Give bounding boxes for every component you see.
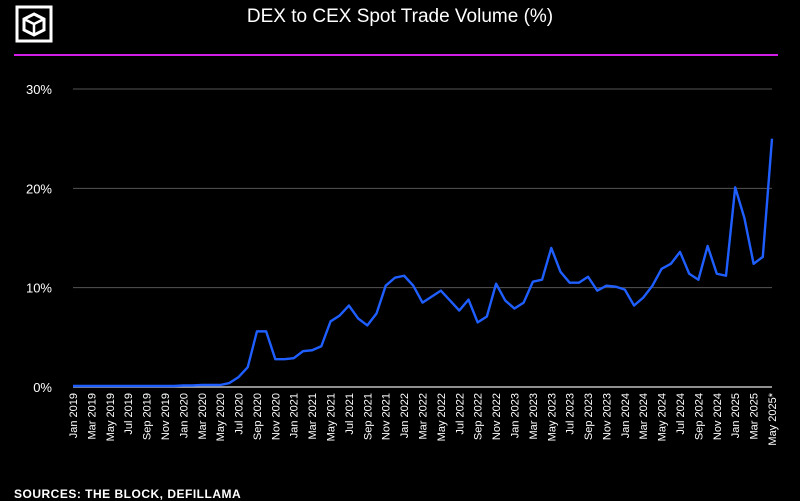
x-tick-label: Nov 2023 xyxy=(601,393,613,440)
x-tick-label: May 2021 xyxy=(326,393,338,441)
x-tick-label: Jan 2023 xyxy=(509,393,521,438)
x-tick-label: Jul 2020 xyxy=(234,393,246,435)
x-tick-label: Mar 2019 xyxy=(86,393,98,439)
line-chart: 0% 10% 20% 30% Jan 2019 Mar 2019 May 2019 Jul 2… xyxy=(26,82,779,446)
y-tick-label: 10% xyxy=(26,281,52,296)
x-tick-label: May 2023 xyxy=(546,393,558,441)
x-tick-label: Jan 2025 xyxy=(730,393,742,438)
x-tick-label: Nov 2020 xyxy=(270,393,282,440)
x-tick-label: Sep 2020 xyxy=(252,393,264,440)
x-tick-label: Mar 2023 xyxy=(528,393,540,439)
x-tick-label: May 2020 xyxy=(215,393,227,441)
x-tick-label: Jan 2019 xyxy=(68,393,80,438)
y-tick-label: 20% xyxy=(26,181,52,196)
x-tick-label: Nov 2024 xyxy=(712,393,724,440)
chart-title: DEX to CEX Spot Trade Volume (%) xyxy=(246,6,554,27)
y-tick-label: 0% xyxy=(33,380,52,395)
x-tick-label: May 2025* xyxy=(767,392,779,445)
x-tick-label: Mar 2020 xyxy=(197,393,209,439)
x-tick-label: Jul 2024 xyxy=(675,393,687,435)
sources-note: SOURCES: THE BLOCK, DEFILLAMA xyxy=(14,487,242,501)
x-tick-label: Sep 2019 xyxy=(142,393,154,440)
x-tick-label: Mar 2021 xyxy=(307,393,319,439)
x-tick-label: Jul 2021 xyxy=(344,393,356,435)
x-tick-label: Sep 2024 xyxy=(693,393,705,440)
x-tick-label: May 2019 xyxy=(105,393,117,441)
x-tick-label: Mar 2022 xyxy=(418,393,430,439)
x-tick-label: Nov 2022 xyxy=(491,393,503,440)
x-tick-label: Nov 2019 xyxy=(160,393,172,440)
x-tick-label: Sep 2021 xyxy=(362,393,374,440)
x-tick-label: Jan 2022 xyxy=(399,393,411,438)
x-tick-label: Jan 2020 xyxy=(178,393,190,438)
x-tick-label: Jul 2023 xyxy=(565,393,577,435)
x-tick-label: Jan 2024 xyxy=(620,393,632,438)
x-tick-label: Sep 2022 xyxy=(473,393,485,440)
x-tick-label: Jan 2021 xyxy=(289,393,301,438)
title-divider xyxy=(14,54,778,56)
y-tick-label: 30% xyxy=(26,82,52,97)
x-tick-label: Jul 2019 xyxy=(123,393,135,435)
series-line-0 xyxy=(73,138,774,388)
x-tick-label: Mar 2025 xyxy=(749,393,761,439)
x-tick-label: May 2024 xyxy=(657,393,669,441)
the-block-logo-icon xyxy=(15,5,53,43)
x-tick-label: Nov 2021 xyxy=(381,393,393,440)
x-tick-label: May 2022 xyxy=(436,393,448,441)
x-tick-label: Jul 2022 xyxy=(454,393,466,435)
x-tick-label: Sep 2023 xyxy=(583,393,595,440)
x-tick-label: Mar 2024 xyxy=(638,393,650,439)
